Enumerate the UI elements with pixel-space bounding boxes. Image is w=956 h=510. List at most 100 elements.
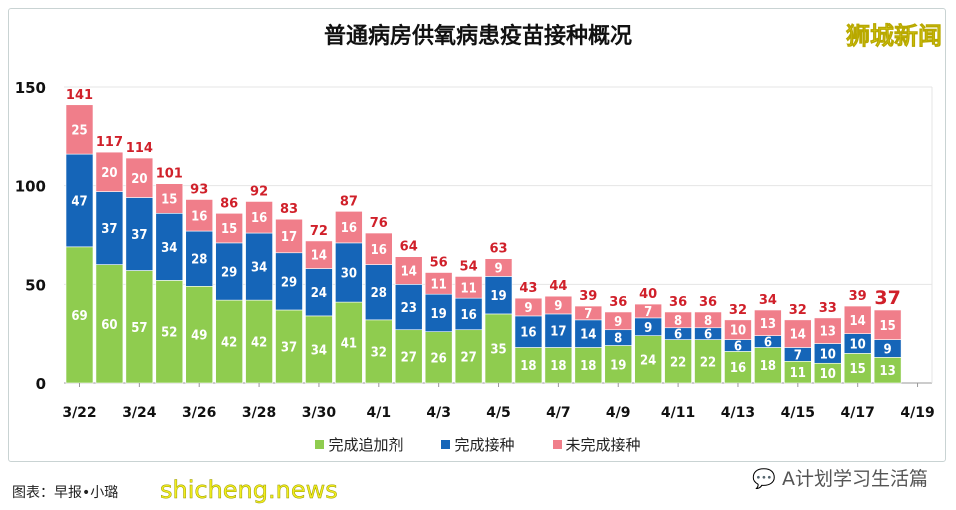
legend-label: 完成接种 <box>454 436 515 454</box>
segment-label: 14 <box>401 265 417 280</box>
segment-label: 49 <box>191 329 207 344</box>
total-label: 43 <box>519 281 537 296</box>
total-label: 117 <box>96 135 123 150</box>
segment-label: 29 <box>281 275 297 290</box>
segment-label: 15 <box>221 222 237 237</box>
segment-label: 7 <box>584 307 592 322</box>
bar-segment <box>185 230 214 287</box>
segment-label: 11 <box>790 366 806 381</box>
segment-label: 10 <box>730 324 746 339</box>
bar-segment <box>784 319 812 348</box>
bar-segment <box>185 286 214 384</box>
segment-label: 9 <box>524 301 532 316</box>
bar-segment <box>155 183 184 214</box>
total-label: 141 <box>66 88 93 103</box>
segment-label: 11 <box>460 281 476 296</box>
legend-swatch <box>552 440 562 449</box>
segment-label: 8 <box>614 332 622 347</box>
bar-segment <box>604 311 633 331</box>
bar-segment <box>424 293 453 332</box>
segment-label: 15 <box>161 192 177 207</box>
bar-segment <box>813 317 842 344</box>
segment-label: 7 <box>794 348 802 363</box>
segment-label: 16 <box>251 211 267 226</box>
segment-label: 69 <box>71 309 87 324</box>
segment-label: 15 <box>879 319 895 334</box>
segment-label: 18 <box>520 359 536 374</box>
wechat-icon: 💬 <box>752 468 776 490</box>
watermark-site: shicheng.news <box>160 476 338 505</box>
bar-segment <box>424 272 453 295</box>
x-tick-label: 3/24 <box>122 405 157 421</box>
x-tick-label: 3/26 <box>182 405 216 421</box>
bar-segment <box>335 211 363 244</box>
segment-label: 26 <box>431 351 447 366</box>
segment-label: 34 <box>251 261 267 276</box>
legend-label: 完成追加剂 <box>328 436 404 454</box>
segment-label: 9 <box>644 321 652 336</box>
bar-segment <box>454 276 483 299</box>
bar-segment <box>95 191 124 265</box>
segment-label: 19 <box>610 358 626 373</box>
bar-segment <box>754 309 782 336</box>
total-label: 39 <box>849 289 867 304</box>
bar-segment <box>484 258 513 277</box>
total-label: 101 <box>156 167 183 182</box>
total-label: 83 <box>280 202 298 217</box>
total-label: 76 <box>370 216 388 231</box>
bar-segment <box>873 309 902 340</box>
segment-label: 28 <box>371 286 387 301</box>
segment-label: 8 <box>674 314 682 329</box>
legend-swatch <box>441 440 451 449</box>
segment-label: 41 <box>341 337 357 352</box>
segment-label: 13 <box>879 364 895 379</box>
bar-segment <box>544 347 573 384</box>
segment-label: 13 <box>760 317 776 332</box>
watermark-account-text: A计划学习生活篇 <box>782 468 928 490</box>
segment-label: 14 <box>850 314 866 329</box>
total-label: 64 <box>400 240 418 255</box>
segment-label: 52 <box>161 326 177 341</box>
bar-segment <box>514 347 543 384</box>
segment-label: 35 <box>490 342 506 357</box>
segment-label: 32 <box>371 345 387 360</box>
y-tick-label: 100 <box>15 178 46 196</box>
bar-segment <box>694 339 722 384</box>
bar-segment <box>65 153 94 248</box>
segment-label: 19 <box>490 289 506 304</box>
segment-label: 10 <box>820 347 836 362</box>
brand-logo: 狮城新闻 <box>846 22 943 51</box>
bar-segment <box>454 297 483 331</box>
bar-segment <box>604 345 633 384</box>
total-label: 36 <box>609 295 627 310</box>
segment-label: 17 <box>281 230 297 245</box>
segment-label: 6 <box>734 340 742 355</box>
bar-segment <box>754 347 782 384</box>
segment-label: 8 <box>704 314 712 329</box>
total-label: 32 <box>729 303 747 318</box>
segment-label: 16 <box>730 361 746 376</box>
bar-segment <box>95 151 124 192</box>
bar-segment <box>574 347 603 384</box>
segment-label: 15 <box>850 362 866 377</box>
bar-segment <box>664 311 692 329</box>
segment-label: 23 <box>401 301 417 316</box>
segment-label: 42 <box>221 336 237 351</box>
segment-label: 22 <box>670 355 686 370</box>
total-label: 40 <box>639 287 657 302</box>
total-label: 56 <box>430 255 448 270</box>
segment-label: 9 <box>884 342 892 357</box>
bar-segment <box>364 232 393 265</box>
bar-segment <box>125 270 154 384</box>
caption: 图表：早报•小璐 <box>12 485 119 501</box>
total-label: 39 <box>579 289 597 304</box>
segment-label: 37 <box>281 340 297 355</box>
bar-segment <box>843 305 872 334</box>
bar-segment <box>65 104 94 155</box>
segment-label: 6 <box>704 328 712 343</box>
total-label: 33 <box>819 301 837 316</box>
bar-segment <box>394 256 423 285</box>
segment-label: 37 <box>101 222 117 237</box>
segment-label: 47 <box>71 194 87 209</box>
